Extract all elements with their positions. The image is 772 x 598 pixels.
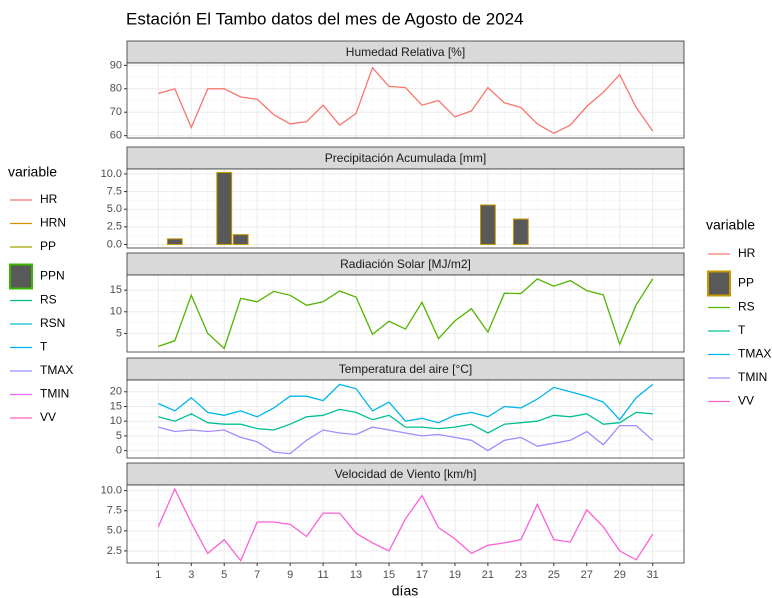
x-tick-label: 1 <box>155 569 161 581</box>
y-tick-label: 20 <box>110 386 122 398</box>
legend-title: variable <box>706 217 755 233</box>
x-axis-label: días <box>392 583 418 598</box>
x-tick-label: 7 <box>254 569 260 581</box>
line <box>158 424 654 455</box>
y-tick-label: 0 <box>116 445 122 457</box>
x-tick-label: 5 <box>221 569 227 581</box>
x-tick-label: 29 <box>614 569 626 581</box>
bar <box>232 234 249 245</box>
panel-border <box>126 168 685 249</box>
line <box>158 383 654 424</box>
legend-key <box>9 263 33 290</box>
x-tick-label: 21 <box>482 569 494 581</box>
line <box>158 408 653 434</box>
x-tick-label: 23 <box>515 569 527 581</box>
y-tick-label: 10.0 <box>101 485 122 497</box>
strip-label: Velocidad de Viento [km/h] <box>335 467 477 481</box>
panel-border <box>126 274 685 353</box>
y-tick-label: 10 <box>110 306 122 318</box>
x-tick-label: 19 <box>449 569 461 581</box>
y-tick-label: 80 <box>110 83 122 95</box>
legend-label: HRN <box>40 216 66 230</box>
strip-label: Precipitación Acumulada [mm] <box>325 151 486 165</box>
legend-label: VV <box>40 410 56 424</box>
legend-label: TMAX <box>738 347 771 361</box>
panel-border <box>126 484 685 564</box>
y-tick-label: 5 <box>116 430 122 442</box>
chart-title: Estación El Tambo datos del mes de Agost… <box>126 9 524 28</box>
panel-border <box>126 62 685 139</box>
legend-title: variable <box>8 164 57 180</box>
x-tick-label: 3 <box>188 569 194 581</box>
legend-label: PP <box>738 276 754 290</box>
y-tick-label: 2.5 <box>107 221 122 233</box>
legend-label: T <box>40 340 48 354</box>
legend-label: T <box>738 323 746 337</box>
legend-label: TMAX <box>40 363 73 377</box>
legend-label: TMIN <box>738 370 767 384</box>
x-tick-label: 27 <box>581 569 593 581</box>
legend-label: HR <box>738 246 756 260</box>
strip-label: Humedad Relativa [%] <box>346 45 465 59</box>
line <box>158 66 654 135</box>
y-tick-label: 5.0 <box>107 203 122 215</box>
y-tick-label: 15 <box>110 284 122 296</box>
line <box>158 278 654 350</box>
bar <box>166 238 183 245</box>
legend-label: VV <box>738 394 754 408</box>
y-tick-label: 60 <box>110 130 122 142</box>
x-tick-label: 15 <box>383 569 395 581</box>
x-tick-label: 17 <box>416 569 428 581</box>
panel-border <box>126 379 685 459</box>
y-tick-label: 90 <box>110 59 122 71</box>
y-tick-label: 10.0 <box>101 168 122 180</box>
y-tick-label: 5.0 <box>107 525 122 537</box>
x-tick-label: 25 <box>548 569 560 581</box>
legend-label: RS <box>40 293 57 307</box>
x-tick-label: 9 <box>287 569 293 581</box>
y-tick-label: 15 <box>110 400 122 412</box>
strip-label: Temperatura del aire [°C] <box>339 362 473 376</box>
y-tick-label: 2.5 <box>107 545 122 557</box>
y-tick-label: 7.5 <box>107 185 122 197</box>
y-tick-label: 0.0 <box>107 238 122 250</box>
y-tick-label: 5 <box>116 327 122 339</box>
y-tick-label: 7.5 <box>107 505 122 517</box>
legend-label: HR <box>40 192 58 206</box>
legend-key <box>707 270 731 297</box>
legend-label: PP <box>40 239 56 253</box>
y-tick-label: 70 <box>110 106 122 118</box>
x-tick-label: 13 <box>350 569 362 581</box>
legend-label: RS <box>738 300 755 314</box>
legend-label: PPN <box>40 269 65 283</box>
x-tick-label: 11 <box>317 569 328 581</box>
line <box>157 487 654 562</box>
legend-label: RSN <box>40 316 65 330</box>
strip-label: Radiación Solar [MJ/m2] <box>340 257 471 271</box>
bar <box>512 218 529 245</box>
bar <box>216 172 233 245</box>
y-tick-label: 10 <box>110 415 122 427</box>
bar <box>479 204 496 245</box>
legend-label: TMIN <box>40 387 69 401</box>
x-tick-label: 31 <box>647 569 659 581</box>
